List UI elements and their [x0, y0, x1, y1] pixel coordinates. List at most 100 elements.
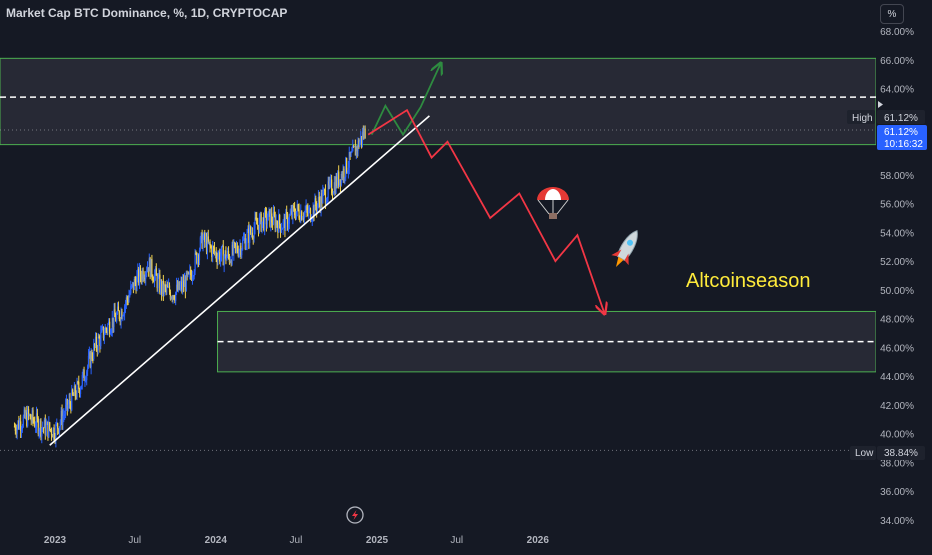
- candle-body: [198, 250, 201, 261]
- candle-body: [216, 258, 218, 263]
- candle-body: [359, 141, 361, 147]
- x-tick-label: Jul: [290, 535, 303, 546]
- candle-body: [95, 336, 98, 348]
- current-price-badge: [877, 125, 927, 150]
- candle-body: [106, 329, 108, 332]
- icons-layer: Altcoinseason: [346, 187, 811, 524]
- candle-body: [35, 413, 38, 427]
- candle-body: [145, 272, 147, 279]
- candle-body: [288, 215, 290, 224]
- high-value-bg: [877, 110, 925, 124]
- candle-body: [258, 217, 260, 233]
- candle-body: [80, 385, 83, 390]
- candle-body: [246, 232, 248, 244]
- candle-body: [211, 247, 213, 257]
- candle-body: [257, 225, 260, 233]
- candle-body: [62, 415, 64, 426]
- candle-body: [227, 251, 230, 256]
- candle-body: [42, 427, 45, 429]
- candle-body: [111, 317, 113, 331]
- candle-body: [294, 214, 297, 219]
- candle-body: [184, 279, 186, 292]
- candle-body: [170, 297, 172, 299]
- candle-body: [324, 190, 327, 204]
- candle-body: [69, 399, 71, 404]
- candle-body: [131, 282, 134, 285]
- candle-body: [134, 279, 136, 283]
- candle-body: [300, 211, 302, 222]
- candle-body: [178, 281, 180, 290]
- candle-body: [52, 427, 54, 438]
- candle-body: [262, 217, 264, 222]
- candle-body: [33, 420, 35, 422]
- y-tick-label: 36.00%: [880, 487, 914, 498]
- candle-body: [101, 326, 104, 329]
- candle-body: [67, 404, 69, 409]
- candle-body: [64, 405, 67, 415]
- candle-body: [131, 284, 133, 286]
- candle-body: [197, 255, 199, 264]
- candle-body: [100, 332, 102, 347]
- candle-body: [75, 395, 77, 398]
- candle-body: [83, 369, 85, 381]
- candle-body: [121, 311, 123, 319]
- candle-body: [229, 260, 231, 263]
- candle-body: [122, 315, 124, 319]
- candle-body: [340, 173, 342, 186]
- candle-body: [278, 214, 280, 233]
- candle-body: [213, 247, 216, 253]
- candle-body: [351, 151, 353, 153]
- support-trendline: [49, 115, 430, 446]
- candle-body: [119, 318, 121, 322]
- candle-body: [254, 217, 256, 229]
- candle-body: [161, 280, 164, 295]
- candle-body: [110, 330, 112, 334]
- candle-body: [321, 193, 323, 204]
- lightning-bolt[interactable]: [352, 510, 358, 520]
- candle-body: [349, 152, 351, 157]
- candle-body: [218, 252, 220, 257]
- candle-body: [244, 238, 246, 250]
- candle-body: [323, 189, 326, 191]
- candle-body: [204, 232, 206, 243]
- y-tick-label: 52.00%: [880, 257, 914, 268]
- candle-body: [176, 284, 179, 291]
- candle-body: [130, 285, 132, 294]
- candle-body: [30, 419, 32, 421]
- candle-body: [280, 229, 283, 232]
- candle-body: [282, 221, 284, 230]
- candle-body: [203, 232, 205, 239]
- candle-body: [149, 258, 151, 278]
- candle-body: [221, 245, 223, 247]
- candle-body: [314, 198, 316, 216]
- candle-body: [71, 389, 73, 411]
- parachute-icon: [537, 187, 569, 219]
- candle-body: [257, 224, 259, 226]
- candle-body: [354, 146, 357, 156]
- candle-body: [49, 422, 51, 430]
- lightning-circle[interactable]: [346, 506, 364, 524]
- candle-body: [123, 314, 125, 316]
- candle-body: [242, 239, 245, 241]
- candle-body: [286, 213, 289, 228]
- candle-body: [160, 281, 162, 293]
- candle-body: [26, 412, 28, 426]
- candle-body: [265, 211, 268, 225]
- candle-body: [50, 429, 53, 436]
- candle-body: [113, 309, 115, 327]
- candle-body: [205, 237, 207, 243]
- lightning-icon[interactable]: [346, 506, 364, 524]
- candle-body: [72, 389, 74, 395]
- candle-body: [326, 197, 328, 203]
- unit-toggle-button[interactable]: %: [880, 4, 904, 24]
- candle-body: [34, 421, 36, 427]
- candle-body: [57, 428, 60, 433]
- candle-body: [290, 210, 292, 214]
- x-tick-label: 2025: [366, 535, 389, 546]
- candle-body: [208, 241, 210, 243]
- candle-body: [331, 193, 334, 195]
- candle-body: [153, 280, 155, 283]
- candle-body: [38, 430, 40, 434]
